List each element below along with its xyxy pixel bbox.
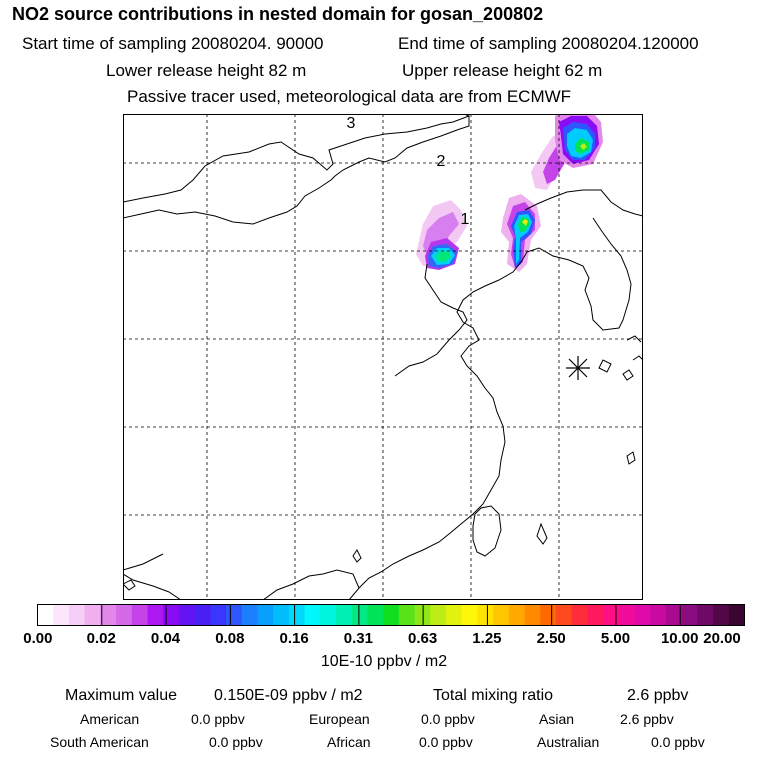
map-panel: 1 2 3 xyxy=(123,114,643,600)
marker-label-1: 1 xyxy=(461,211,470,228)
colorbar-tick-label: 0.04 xyxy=(150,630,181,647)
region-european-name: European xyxy=(309,711,370,727)
colorbar-cell xyxy=(571,604,588,626)
colorbar-cell xyxy=(163,604,180,626)
colorbar-cell xyxy=(445,604,463,626)
colorbar-cell xyxy=(68,604,86,626)
colorbar-cell xyxy=(367,604,384,626)
colorbar-tick-label: 0.08 xyxy=(215,630,245,647)
colorbar-cell xyxy=(351,604,368,626)
asterisk-icon xyxy=(566,356,590,380)
colorbar-tick-label: 10.00 xyxy=(660,630,699,647)
colorbar-cell xyxy=(524,604,541,626)
colorbar-cell xyxy=(147,604,164,626)
colorbar-cell xyxy=(257,604,274,626)
colorbar-cell xyxy=(241,604,258,626)
region-south-american-name: South American xyxy=(50,734,149,750)
colorbar-cell xyxy=(116,604,133,626)
colorbar-tick-label: 0.00 xyxy=(23,630,53,647)
max-value: 0.150E-09 ppbv / m2 xyxy=(214,687,363,704)
colorbar-cell xyxy=(383,604,400,626)
colorbar-cell xyxy=(508,604,525,626)
colorbar-cell xyxy=(665,604,683,626)
max-value-label: Maximum value xyxy=(65,687,178,704)
region-african-name: African xyxy=(327,734,371,750)
colorbar-cell xyxy=(226,604,243,626)
map-background xyxy=(123,114,643,600)
total-mixing-label: Total mixing ratio xyxy=(433,687,554,704)
color-scale-bar xyxy=(37,604,745,626)
region-australian-name: Australian xyxy=(537,734,600,750)
colorbar-cell xyxy=(304,604,321,626)
region-asian-name: Asian xyxy=(539,711,575,727)
colorbar-tick-label: 0.02 xyxy=(86,630,116,647)
coastlines xyxy=(123,114,643,600)
colorbar-cell xyxy=(84,604,101,626)
colorbar-cell xyxy=(555,604,573,626)
region-american-name: American xyxy=(80,711,140,727)
region-american-value: 0.0 ppbv xyxy=(191,711,245,727)
colorbar-cell xyxy=(178,604,196,626)
concentration-plumes xyxy=(416,114,603,272)
upper-height-label: Upper release height 62 m xyxy=(402,61,603,80)
colorbar-cell xyxy=(100,604,117,626)
tracer-note: Passive tracer used, meteorological data… xyxy=(127,87,572,106)
colorbar-cell xyxy=(288,604,305,626)
plot-title: NO2 source contributions in nested domai… xyxy=(12,4,544,24)
colorbar-cell xyxy=(634,604,651,626)
colorbar-cell xyxy=(493,604,510,626)
lat-lon-grid xyxy=(123,114,643,600)
colorbar-tick-label: 1.25 xyxy=(472,630,502,647)
colorbar-cell xyxy=(320,604,337,626)
lower-height-label: Lower release height 82 m xyxy=(106,61,307,80)
colorbar-cell xyxy=(587,604,604,626)
colorbar-tick-label: 5.00 xyxy=(600,630,631,647)
colorbar-cell xyxy=(681,604,698,626)
marker-label-3: 3 xyxy=(347,115,356,132)
colorbar-cell xyxy=(398,604,415,626)
colorbar-cell xyxy=(477,604,494,626)
region-african-value: 0.0 ppbv xyxy=(419,734,473,750)
colorbar-tick-label: 0.63 xyxy=(408,630,438,647)
region-asian-value: 2.6 ppbv xyxy=(620,711,674,727)
colorbar-cell xyxy=(194,604,211,626)
total-mixing-value: 2.6 ppbv xyxy=(627,687,689,704)
colorbar-cell xyxy=(603,604,620,626)
colorbar-cell xyxy=(210,604,227,626)
colorbar-cell xyxy=(414,604,431,626)
colorbar-cell xyxy=(461,604,478,626)
region-australian-value: 0.0 ppbv xyxy=(651,734,705,750)
colorbar-cell xyxy=(53,604,70,626)
region-south-american-value: 0.0 ppbv xyxy=(209,734,263,750)
colorbar-cell xyxy=(131,604,148,626)
marker-label-2: 2 xyxy=(437,153,446,170)
colorbar-cell xyxy=(618,604,635,626)
colorbar-cell xyxy=(37,604,54,626)
start-time-label: Start time of sampling 20080204. 90000 xyxy=(22,34,324,53)
colorbar-cell xyxy=(728,604,745,626)
colorbar-cell xyxy=(650,604,667,626)
colorbar-cell xyxy=(713,604,730,626)
colorbar-cell xyxy=(336,604,353,626)
colorbar-cell xyxy=(430,604,447,626)
colorbar-cell xyxy=(697,604,714,626)
colorbar-tick-label: 0.31 xyxy=(343,630,373,647)
colorbar-cell xyxy=(273,604,290,626)
colorbar-unit: 10E-10 ppbv / m2 xyxy=(320,653,448,670)
colorbar-cell xyxy=(540,604,557,626)
region-european-value: 0.0 ppbv xyxy=(421,711,475,727)
map-frame xyxy=(123,114,643,600)
end-time-label: End time of sampling 20080204.120000 xyxy=(398,34,699,53)
colorbar-tick-label: 0.16 xyxy=(279,630,309,647)
colorbar-tick-label: 2.50 xyxy=(536,630,566,647)
colorbar-tick-label: 20.00 xyxy=(703,630,741,647)
